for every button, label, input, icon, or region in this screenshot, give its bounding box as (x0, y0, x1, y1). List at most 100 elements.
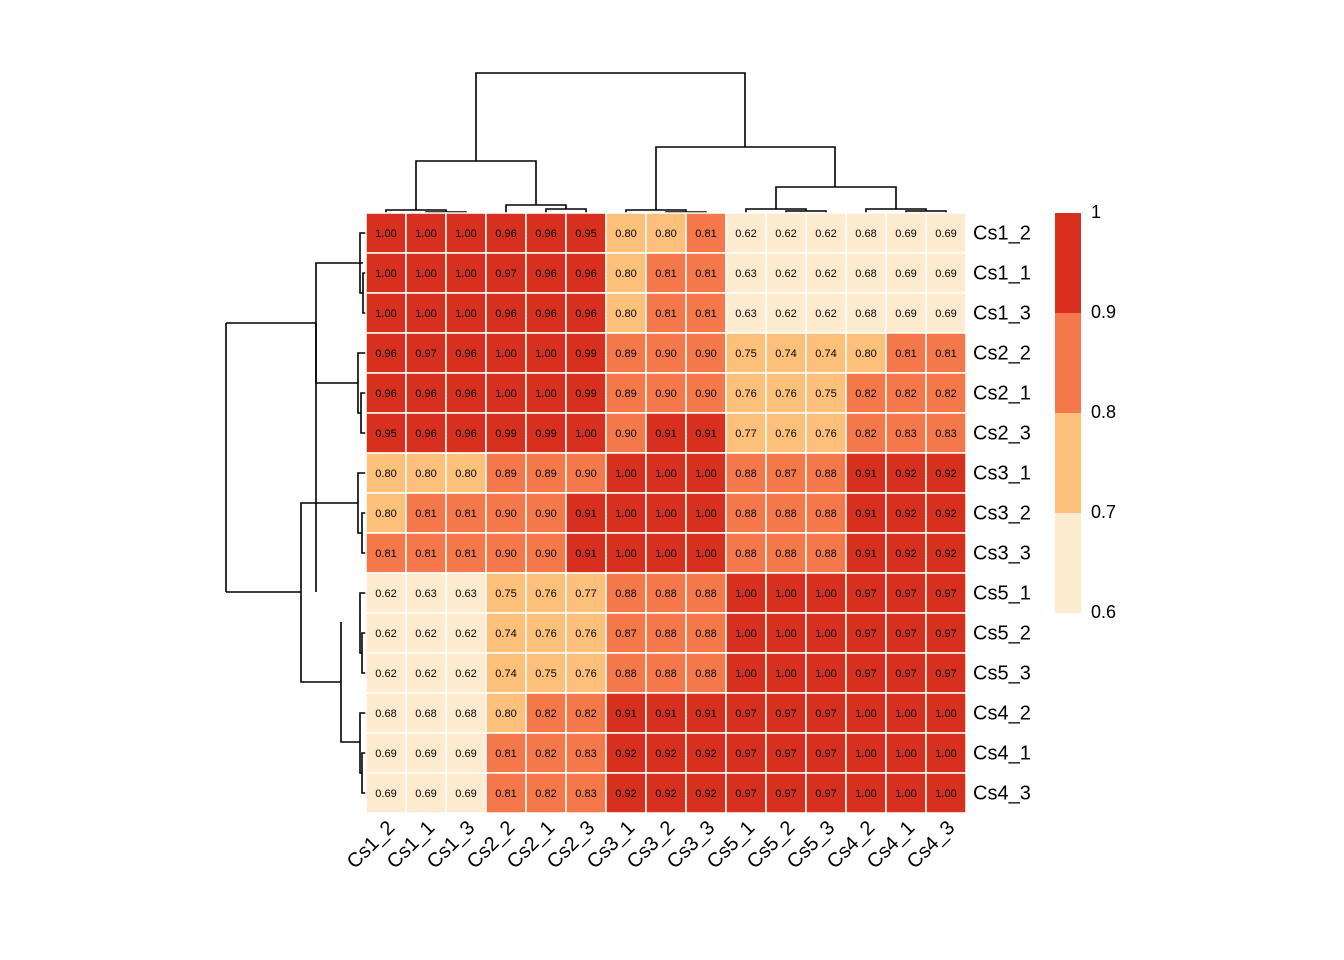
row-label: Cs3_1 (973, 462, 1031, 484)
cell-label: 0.81 (695, 228, 716, 240)
row-label: Cs4_2 (973, 702, 1031, 724)
heatmap-cell (925, 412, 967, 454)
cell-label: 0.68 (855, 268, 876, 280)
cell-label: 1.00 (895, 748, 916, 760)
heatmap-cell (645, 652, 687, 694)
heatmap-cell (605, 212, 647, 254)
cell-label: 1.00 (535, 388, 556, 400)
heatmap-cell (405, 652, 447, 694)
heatmap-cell (605, 772, 647, 814)
cell-label: 0.77 (735, 428, 756, 440)
heatmap-cell (725, 572, 767, 614)
heatmap-cell (845, 692, 887, 734)
cell-label: 0.81 (495, 748, 516, 760)
cell-label: 0.96 (375, 388, 396, 400)
heatmap-cell (565, 532, 607, 574)
cell-label: 0.88 (615, 588, 636, 600)
row-label: Cs5_2 (973, 622, 1031, 644)
heatmap-cell (645, 692, 687, 734)
cell-label: 1.00 (575, 428, 596, 440)
cell-label: 0.62 (375, 668, 396, 680)
cell-label: 0.80 (495, 708, 516, 720)
cell-label: 1.00 (775, 628, 796, 640)
row-label: Cs1_2 (973, 222, 1031, 244)
cell-label: 0.97 (895, 668, 916, 680)
cell-label: 0.91 (695, 708, 716, 720)
heatmap-cell (445, 212, 487, 254)
heatmap-cell (765, 292, 807, 334)
heatmap-cell (885, 252, 927, 294)
cell-label: 0.88 (735, 508, 756, 520)
cell-label: 1.00 (895, 788, 916, 800)
row-label: Cs4_3 (973, 782, 1031, 804)
cell-label: 0.96 (535, 228, 556, 240)
cell-label: 0.80 (615, 308, 636, 320)
cell-label: 0.90 (535, 508, 556, 520)
heatmap-cell (805, 212, 847, 254)
heatmap-cell (885, 612, 927, 654)
cell-label: 0.81 (895, 348, 916, 360)
cell-label: 0.99 (575, 348, 596, 360)
cell-label: 0.80 (655, 228, 676, 240)
cell-label: 0.97 (735, 788, 756, 800)
cell-label: 0.97 (775, 748, 796, 760)
cell-label: 0.88 (615, 668, 636, 680)
colorbar-tick-label: 0.7 (1091, 502, 1116, 522)
heatmap-cell (925, 292, 967, 334)
cell-label: 0.90 (695, 348, 716, 360)
cell-label: 0.81 (655, 268, 676, 280)
cell-label: 0.69 (935, 268, 956, 280)
cell-label: 0.80 (615, 268, 636, 280)
cell-label: 0.97 (855, 588, 876, 600)
heatmap-cell (645, 372, 687, 414)
cell-label: 0.68 (375, 708, 396, 720)
cell-label: 1.00 (455, 228, 476, 240)
cell-label: 0.83 (935, 428, 956, 440)
heatmap-cell (565, 252, 607, 294)
heatmap-cell (525, 692, 567, 734)
cell-label: 0.97 (735, 748, 756, 760)
cell-label: 0.82 (535, 748, 556, 760)
cell-label: 0.97 (495, 268, 516, 280)
cell-label: 1.00 (935, 788, 956, 800)
colorbar-tick-label: 0.9 (1091, 302, 1116, 322)
heatmap-cell (485, 252, 527, 294)
cell-label: 0.69 (895, 308, 916, 320)
cell-label: 0.90 (575, 468, 596, 480)
heatmap-cell (925, 252, 967, 294)
heatmap-cell (525, 732, 567, 774)
cell-label: 0.97 (815, 788, 836, 800)
row-label: Cs5_1 (973, 582, 1031, 604)
heatmap-cell (445, 452, 487, 494)
cell-label: 0.81 (375, 548, 396, 560)
cell-label: 0.76 (535, 628, 556, 640)
cell-label: 0.68 (855, 228, 876, 240)
cell-label: 1.00 (855, 708, 876, 720)
cell-label: 1.00 (655, 468, 676, 480)
cell-label: 1.00 (655, 508, 676, 520)
cell-label: 0.96 (495, 228, 516, 240)
cell-label: 0.81 (695, 308, 716, 320)
heatmap-cell (445, 532, 487, 574)
cell-label: 0.74 (775, 348, 796, 360)
heatmap-cell (365, 372, 407, 414)
cell-label: 0.97 (895, 628, 916, 640)
cell-label: 0.62 (415, 628, 436, 640)
cell-label: 0.91 (575, 548, 596, 560)
heatmap-cell (805, 412, 847, 454)
row-label: Cs2_1 (973, 382, 1031, 404)
cell-label: 0.91 (855, 548, 876, 560)
heatmap-cell (645, 772, 687, 814)
cell-label: 0.92 (695, 748, 716, 760)
heatmap-cell (805, 732, 847, 774)
cell-label: 0.76 (775, 428, 796, 440)
heatmap-cell (845, 532, 887, 574)
cell-label: 0.91 (695, 428, 716, 440)
cell-label: 0.88 (655, 668, 676, 680)
heatmap-cell (365, 452, 407, 494)
cell-label: 0.88 (815, 508, 836, 520)
cell-label: 0.80 (615, 228, 636, 240)
heatmap-cell (885, 332, 927, 374)
cell-label: 0.92 (655, 748, 676, 760)
cell-label: 1.00 (695, 548, 716, 560)
